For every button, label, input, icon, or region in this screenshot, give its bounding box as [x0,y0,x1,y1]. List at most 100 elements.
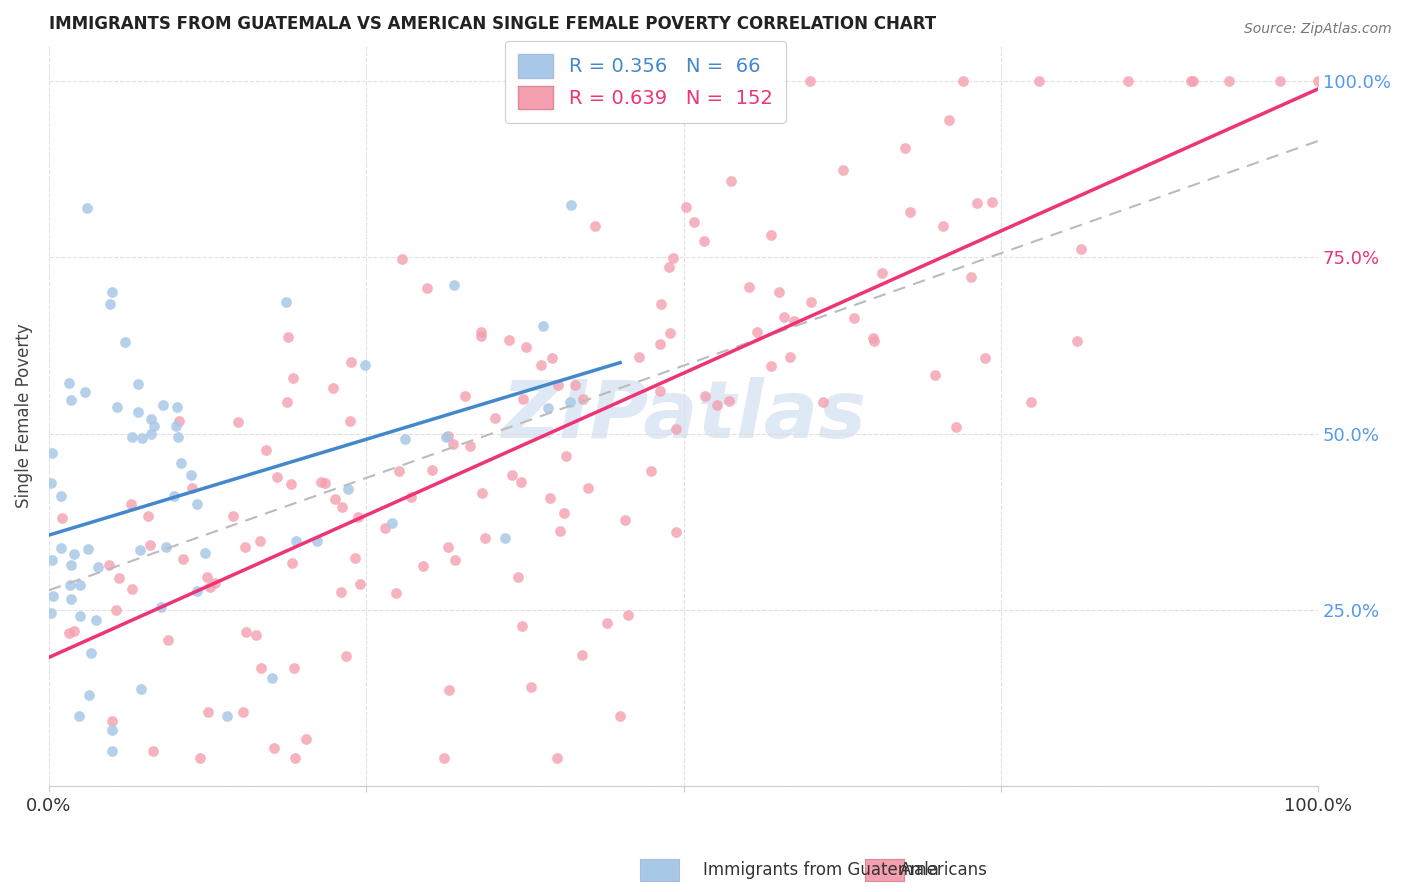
Point [609,708,631,723]
Point [759,228,782,243]
Point [39,606,62,620]
Point [285,533,308,548]
Point [163,489,186,503]
Point [538,491,561,505]
Point [640,464,662,478]
Point [799,74,821,88]
Point [340,354,363,368]
Point [531,319,554,334]
Point [276,395,298,409]
Point [1116,74,1139,88]
Point [101,714,124,728]
Point [596,615,619,630]
Point [101,723,124,737]
Point [1180,74,1202,88]
Point [235,625,257,640]
Point [564,378,586,392]
Point [42,589,65,603]
Point [139,412,162,426]
Point [388,464,411,478]
Point [280,477,302,491]
Point [458,439,481,453]
Point [194,546,217,560]
Point [63,547,86,561]
Point [658,260,681,274]
Text: IMMIGRANTS FROM GUATEMALA VS AMERICAN SINGLE FEMALE POVERTY CORRELATION CHART: IMMIGRANTS FROM GUATEMALA VS AMERICAN SI… [49,15,936,33]
Point [215,708,238,723]
Point [101,285,124,300]
Point [67,709,90,723]
Point [648,384,671,399]
Point [204,576,226,591]
Point [399,490,422,504]
Point [924,368,946,383]
Text: Immigrants from Guatemala: Immigrants from Guatemala [703,861,939,879]
Point [142,744,165,758]
Point [139,426,162,441]
Point [150,599,173,614]
Point [121,430,143,444]
Point [470,326,492,340]
Point [167,430,190,444]
Point [650,297,672,311]
Point [662,251,685,265]
Point [114,334,136,349]
Point [434,429,457,443]
Point [41,552,63,566]
Point [172,552,194,566]
Point [391,252,413,266]
Point [180,481,202,495]
Point [129,681,152,696]
Point [80,646,103,660]
Point [768,285,790,300]
Point [683,215,706,229]
Point [77,542,100,557]
Point [307,533,329,548]
Point [157,632,180,647]
Point [347,509,370,524]
Point [263,741,285,756]
Point [664,422,686,436]
Point [443,277,465,292]
Point [571,648,593,662]
Point [576,481,599,495]
Point [186,497,208,511]
Point [69,578,91,592]
Point [1268,74,1291,88]
Point [226,415,249,429]
Point [58,376,80,391]
Point [952,74,974,88]
Point [571,392,593,406]
Point [675,200,697,214]
Point [693,235,716,249]
Point [322,381,344,395]
Point [650,337,672,351]
Point [1070,242,1092,256]
Point [339,414,361,428]
Point [77,688,100,702]
Point [508,569,530,583]
Point [254,443,277,458]
Point [330,500,353,514]
Point [170,457,193,471]
Point [1066,334,1088,348]
Point [266,469,288,483]
Point [245,628,267,642]
Point [190,751,212,765]
Point [165,419,187,434]
Legend: R = 0.356   N =  66, R = 0.639   N =  152: R = 0.356 N = 66, R = 0.639 N = 152 [505,40,786,123]
Point [129,543,152,558]
Point [960,269,983,284]
Point [453,389,475,403]
Point [283,751,305,765]
Point [105,400,128,414]
Point [108,570,131,584]
Point [416,281,439,295]
Point [515,340,537,354]
Point [276,295,298,310]
Point [494,531,516,545]
Point [443,437,465,451]
Point [717,394,740,409]
Point [314,475,336,490]
Point [547,378,569,392]
